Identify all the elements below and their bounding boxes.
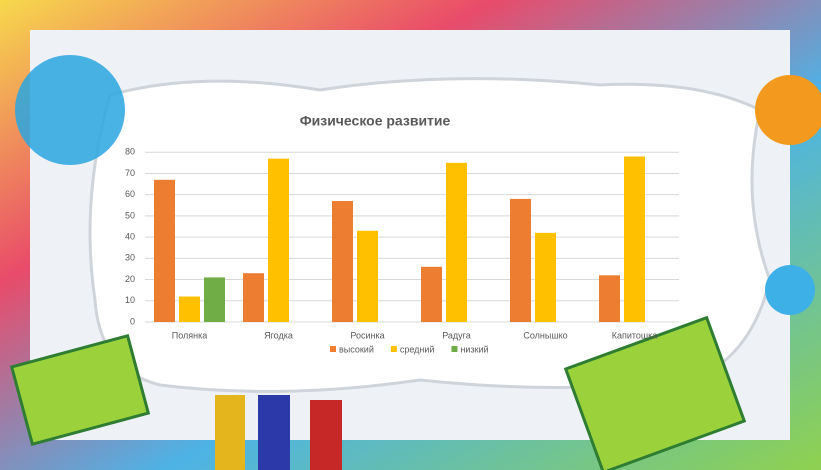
x-tick-label: Полянка <box>172 330 208 340</box>
decor-pencil <box>310 400 342 470</box>
bar <box>599 275 620 322</box>
bar <box>624 156 645 322</box>
bar <box>421 266 442 322</box>
bar <box>535 232 556 322</box>
y-tick-label: 80 <box>125 147 135 157</box>
y-tick-label: 50 <box>125 210 135 220</box>
y-tick-label: 60 <box>125 189 135 199</box>
legend-label: высокий <box>339 344 374 354</box>
x-tick-label: Капитошка <box>612 330 658 340</box>
decor-pencil <box>258 395 290 470</box>
chart-title: Физическое развитие <box>300 113 451 129</box>
decor-circle <box>755 75 821 145</box>
y-tick-label: 0 <box>130 316 135 326</box>
bar <box>204 277 225 322</box>
bar <box>357 230 378 322</box>
y-tick-label: 30 <box>125 253 135 263</box>
y-tick-label: 70 <box>125 168 135 178</box>
x-tick-label: Ягодка <box>264 330 293 340</box>
bar <box>154 179 175 322</box>
decor-circle <box>765 265 815 315</box>
y-tick-label: 20 <box>125 274 135 284</box>
x-tick-label: Радуга <box>442 330 471 340</box>
bar <box>446 162 467 322</box>
legend-label: средний <box>400 344 435 354</box>
y-tick-label: 40 <box>125 231 135 241</box>
x-tick-label: Росинка <box>350 330 384 340</box>
bar <box>332 201 353 322</box>
y-tick-label: 10 <box>125 295 135 305</box>
x-tick-label: Солнышко <box>523 330 567 340</box>
decor-pencil <box>215 395 245 470</box>
bar <box>510 198 531 322</box>
decor-book <box>563 315 747 470</box>
legend-label: низкий <box>460 344 488 354</box>
decor-book <box>9 333 151 447</box>
bar <box>179 296 200 322</box>
legend-swatch <box>390 346 397 352</box>
legend-swatch <box>330 346 336 352</box>
bar <box>268 158 289 322</box>
bar <box>243 273 264 322</box>
legend-swatch <box>451 346 458 352</box>
decor-circle <box>15 55 125 165</box>
